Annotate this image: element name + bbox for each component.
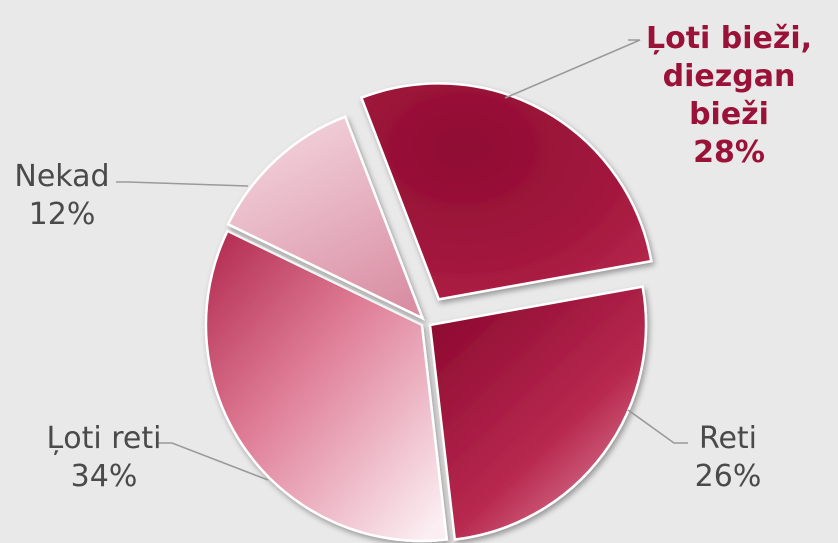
slice-name-label: Nekad <box>14 159 109 194</box>
slice-value-label: 34% <box>71 459 138 494</box>
slice-name-label: diezgan <box>663 59 796 94</box>
pie-slices <box>204 82 653 543</box>
slice-name-label: Ļoti bieži, <box>646 21 812 56</box>
slice-labels: Ļoti bieži, diezgan bieži 28% Reti 26% Ļoti re… <box>14 21 812 494</box>
slice-label: Ļoti reti 34% <box>47 421 162 494</box>
leader-lines <box>116 39 688 481</box>
slice-label: Reti 26% <box>695 421 762 494</box>
leader-line <box>158 442 269 481</box>
slice-value-label: 12% <box>29 197 96 232</box>
leader-line <box>504 39 641 99</box>
slice-value-label: 26% <box>695 459 762 494</box>
pie-slice <box>204 229 449 543</box>
slice-label: Ļoti bieži, diezgan bieži 28% <box>646 21 812 170</box>
slice-value-label: 28% <box>693 135 765 170</box>
slice-name-label: bieži <box>689 97 769 132</box>
pie-slice <box>359 82 653 301</box>
pie-slice <box>226 115 425 321</box>
leader-line <box>627 409 688 444</box>
slice-name-label: Ļoti reti <box>47 421 162 456</box>
slice-label: Nekad 12% <box>14 159 109 232</box>
leader-line <box>116 181 249 187</box>
slice-name-label: Reti <box>699 421 757 456</box>
pie-slice <box>428 285 648 541</box>
